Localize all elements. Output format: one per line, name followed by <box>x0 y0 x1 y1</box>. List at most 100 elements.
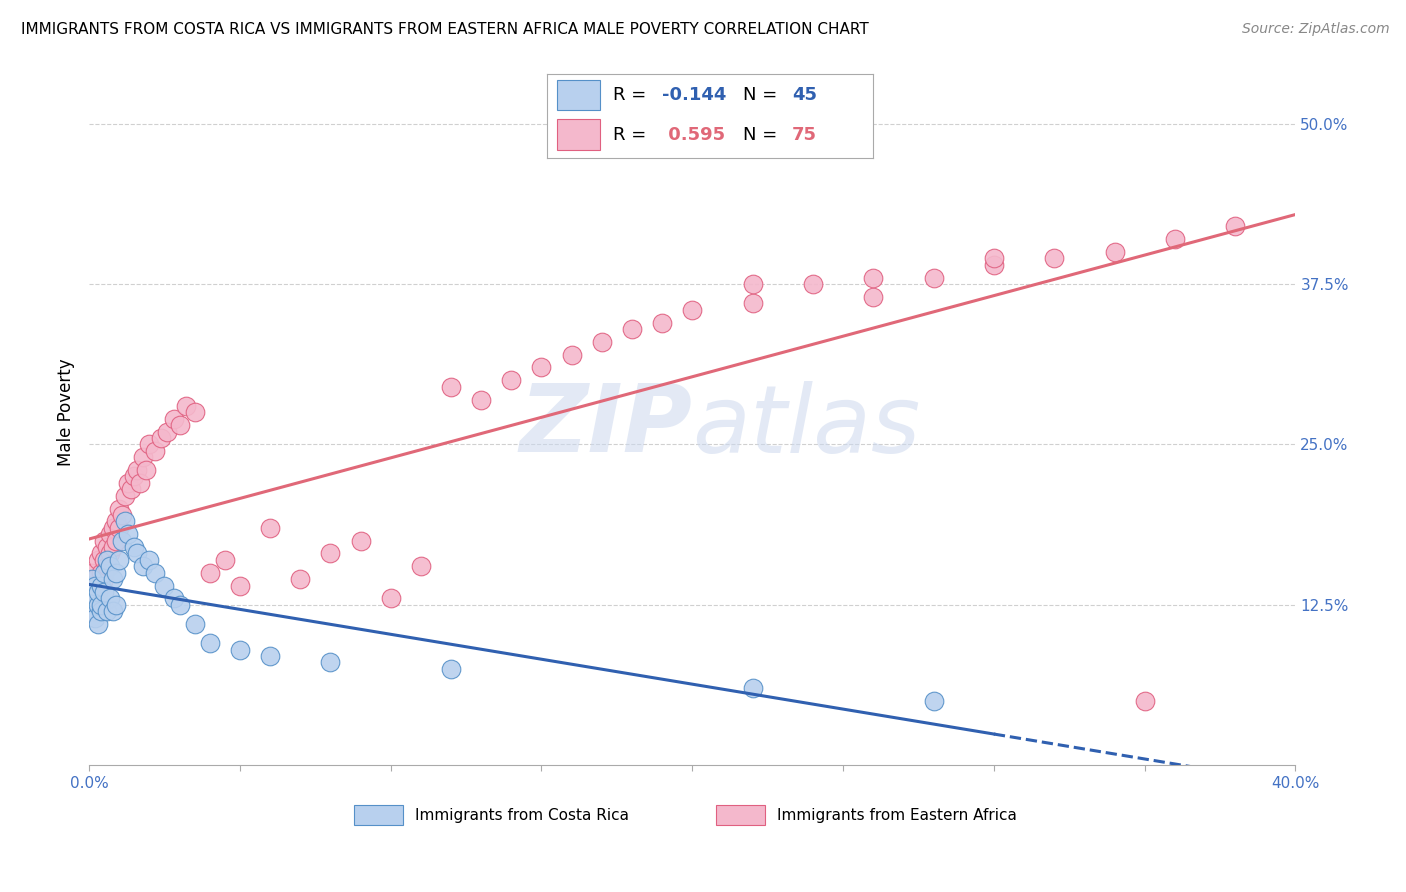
Point <box>349 533 371 548</box>
Point <box>87 578 110 592</box>
Point <box>114 489 136 503</box>
Bar <box>354 805 402 825</box>
Point <box>214 553 236 567</box>
Point <box>319 656 342 670</box>
Point <box>108 553 131 567</box>
Point <box>111 508 134 522</box>
Point <box>801 277 824 291</box>
Point <box>169 418 191 433</box>
Point <box>183 405 205 419</box>
Point <box>90 566 112 580</box>
Point <box>862 270 884 285</box>
Point <box>229 642 252 657</box>
Point <box>741 681 763 695</box>
Point <box>198 636 221 650</box>
Point <box>77 604 100 618</box>
Point <box>98 559 121 574</box>
Point <box>620 322 643 336</box>
Point <box>440 380 463 394</box>
Point <box>87 585 110 599</box>
Point <box>132 450 155 465</box>
Text: Source: ZipAtlas.com: Source: ZipAtlas.com <box>1241 22 1389 37</box>
Point <box>145 443 167 458</box>
Point <box>530 360 553 375</box>
Point <box>138 553 160 567</box>
Point <box>561 348 583 362</box>
Point <box>120 483 142 497</box>
Point <box>114 515 136 529</box>
Point <box>77 598 100 612</box>
Point <box>80 566 103 580</box>
Point <box>84 578 107 592</box>
Point <box>150 431 173 445</box>
Point <box>84 591 107 606</box>
Point <box>103 521 125 535</box>
Point <box>90 578 112 592</box>
Point <box>84 591 107 606</box>
Point <box>105 533 128 548</box>
Point <box>135 463 157 477</box>
Point <box>129 475 152 490</box>
Point <box>93 533 115 548</box>
Point <box>1223 219 1246 234</box>
Point <box>96 559 118 574</box>
Point <box>132 559 155 574</box>
Point <box>198 566 221 580</box>
Text: IMMIGRANTS FROM COSTA RICA VS IMMIGRANTS FROM EASTERN AFRICA MALE POVERTY CORREL: IMMIGRANTS FROM COSTA RICA VS IMMIGRANTS… <box>21 22 869 37</box>
Point <box>651 316 673 330</box>
Point <box>983 258 1005 272</box>
Text: Immigrants from Costa Rica: Immigrants from Costa Rica <box>415 807 628 822</box>
Point <box>93 566 115 580</box>
Point <box>259 649 281 664</box>
Point <box>156 425 179 439</box>
Point <box>105 598 128 612</box>
Y-axis label: Male Poverty: Male Poverty <box>58 359 75 467</box>
Point <box>80 585 103 599</box>
Point <box>229 578 252 592</box>
Point <box>1164 232 1187 246</box>
Point <box>103 540 125 554</box>
Point <box>862 290 884 304</box>
Point <box>259 521 281 535</box>
Point <box>93 572 115 586</box>
Point <box>124 469 146 483</box>
Point <box>98 591 121 606</box>
Point <box>380 591 402 606</box>
Point <box>77 591 100 606</box>
Point <box>162 411 184 425</box>
Point <box>80 604 103 618</box>
Point <box>87 598 110 612</box>
Point <box>162 591 184 606</box>
Point <box>681 302 703 317</box>
Point <box>117 475 139 490</box>
Point <box>145 566 167 580</box>
Point <box>138 437 160 451</box>
Point <box>183 617 205 632</box>
Point <box>87 553 110 567</box>
Point <box>127 463 149 477</box>
Point <box>96 540 118 554</box>
Text: atlas: atlas <box>692 381 921 472</box>
Point <box>409 559 432 574</box>
Point <box>80 585 103 599</box>
Point <box>80 572 103 586</box>
Point <box>983 252 1005 266</box>
Point <box>319 546 342 560</box>
Point <box>103 572 125 586</box>
Point <box>96 553 118 567</box>
Point <box>77 591 100 606</box>
Point <box>741 296 763 310</box>
Point <box>1133 694 1156 708</box>
Point <box>1043 252 1066 266</box>
Point <box>87 591 110 606</box>
Point <box>741 277 763 291</box>
Point <box>90 604 112 618</box>
Text: Immigrants from Eastern Africa: Immigrants from Eastern Africa <box>776 807 1017 822</box>
Point <box>90 546 112 560</box>
Point <box>98 546 121 560</box>
Point <box>108 521 131 535</box>
Point <box>87 617 110 632</box>
Point <box>117 527 139 541</box>
Point <box>290 572 312 586</box>
Point <box>84 610 107 624</box>
